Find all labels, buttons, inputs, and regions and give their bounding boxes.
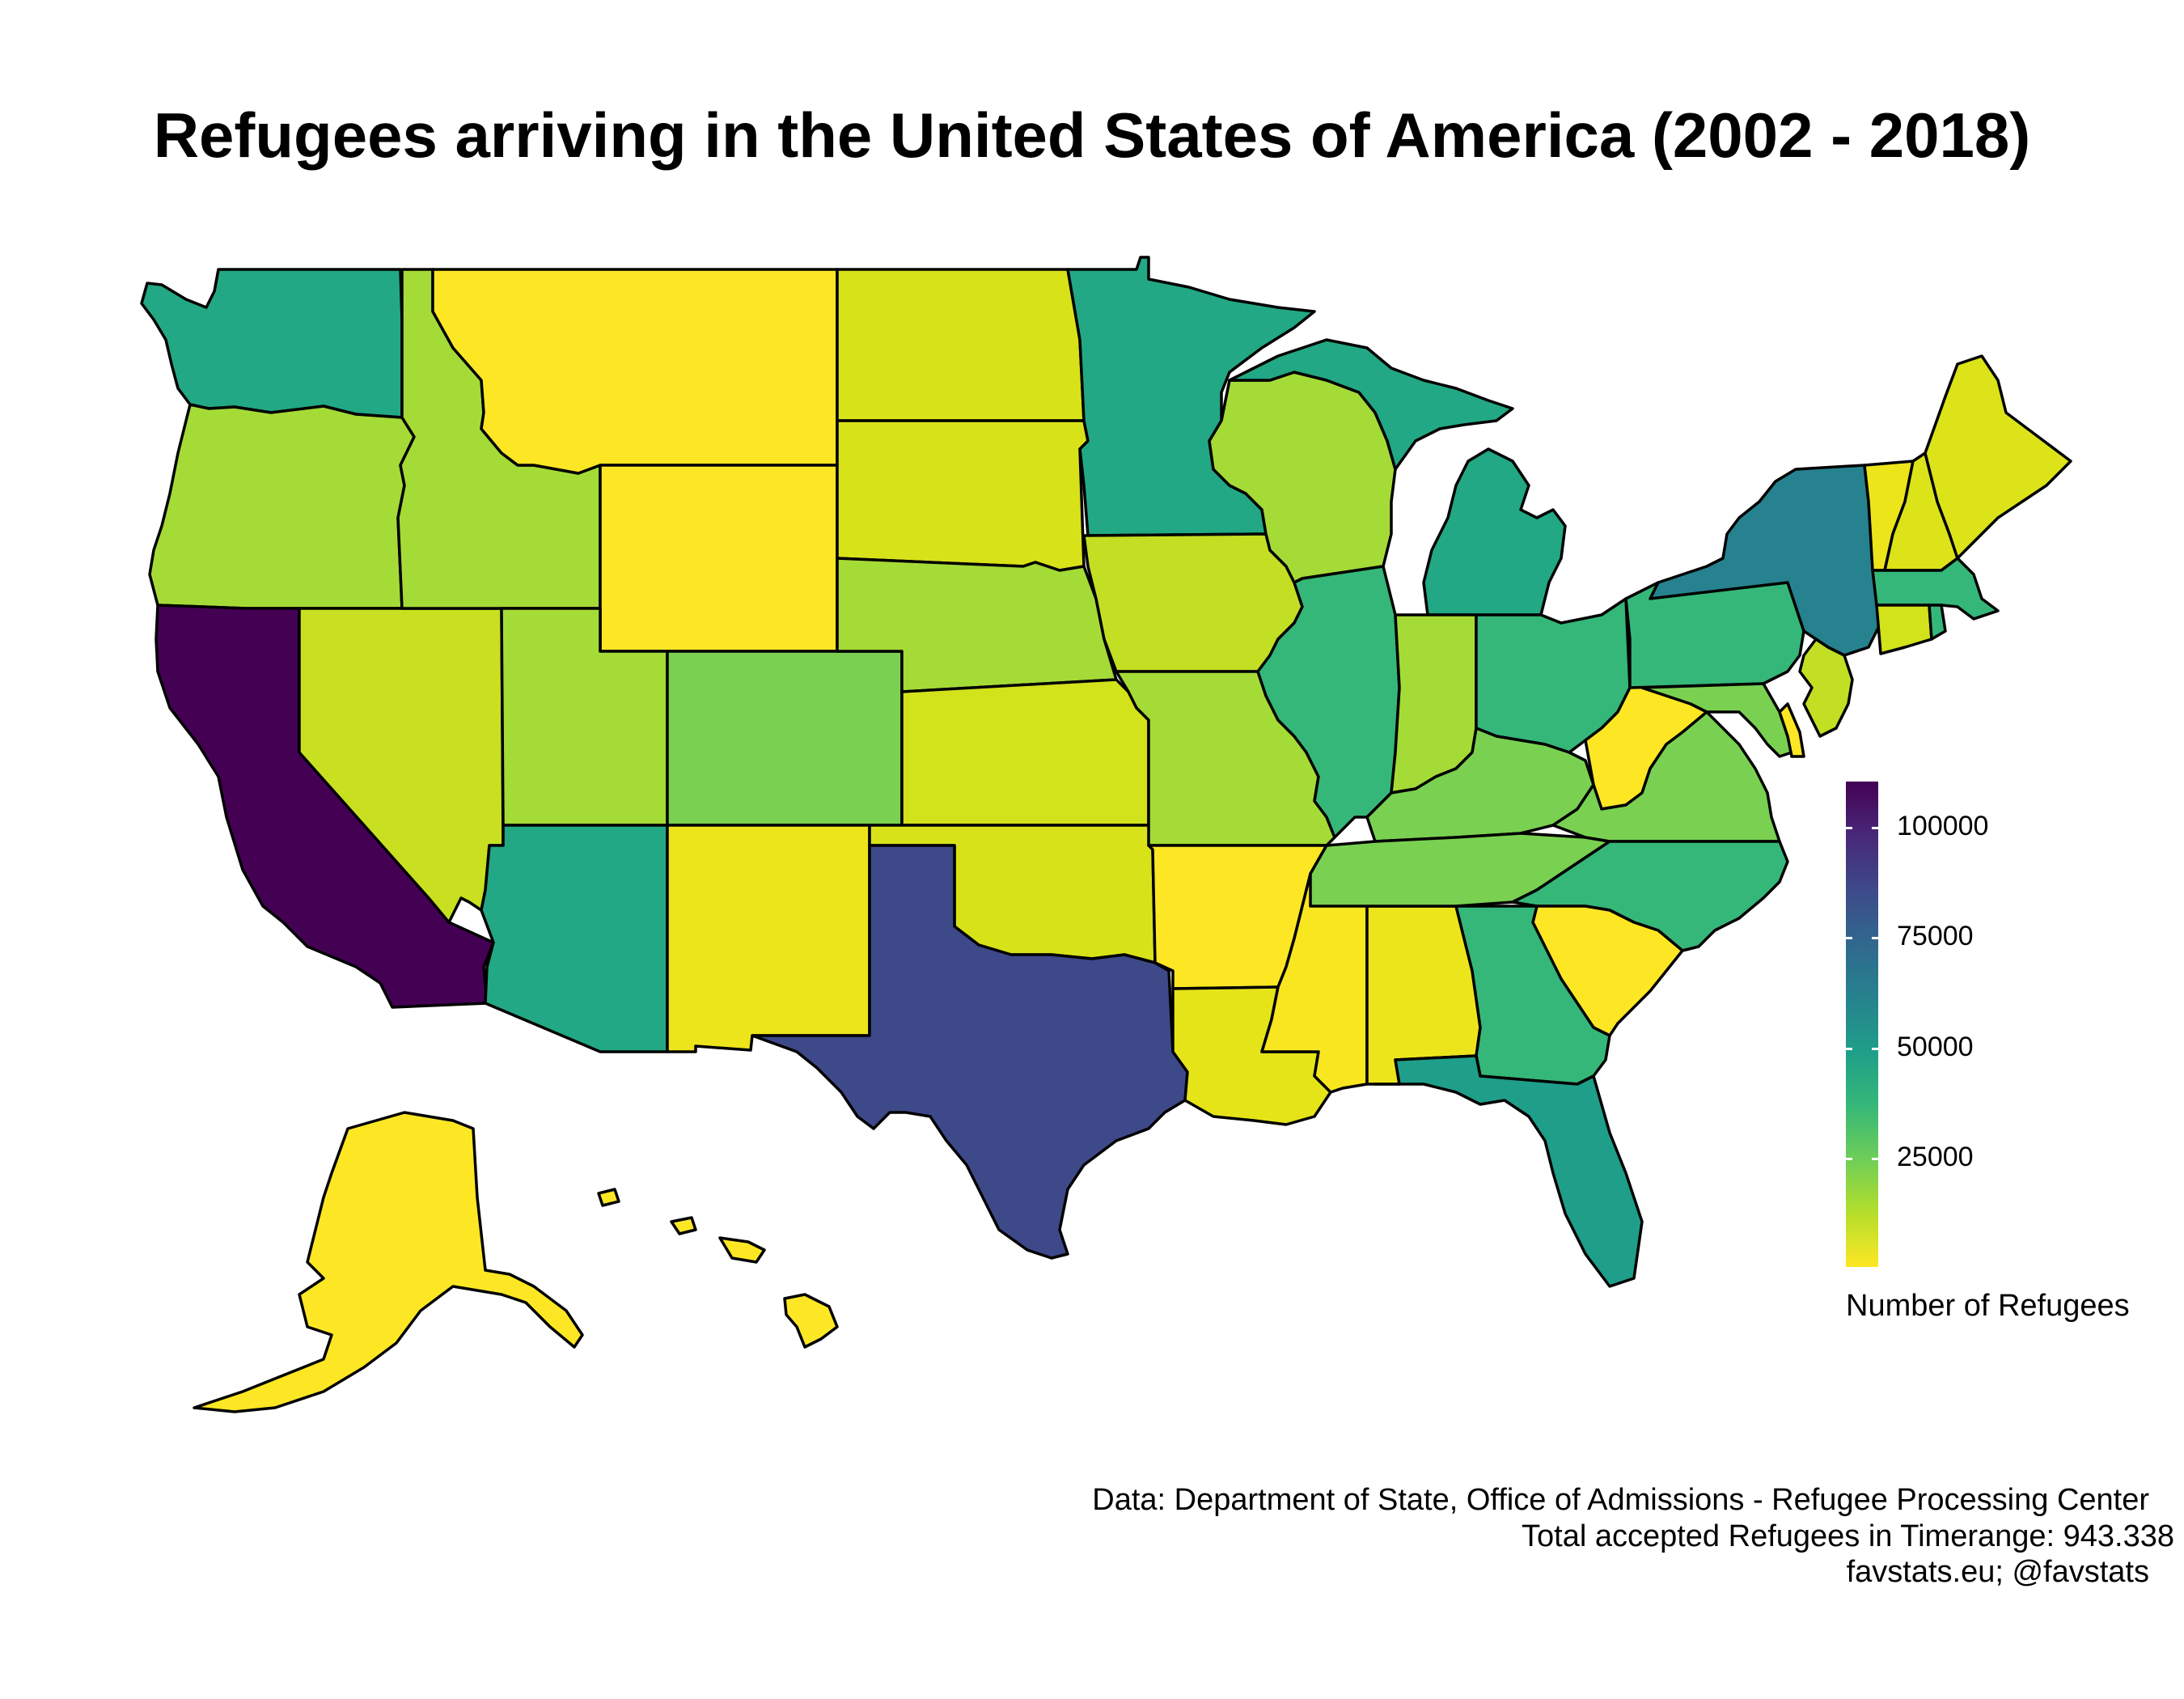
legend-color-bar (1846, 782, 1878, 1267)
state-rhode-island (1928, 604, 1947, 641)
state-montana (431, 268, 839, 475)
caption-source: Data: Department of State, Office of Adm… (1092, 1483, 2149, 1517)
legend-tick-mark (1872, 1158, 1878, 1160)
legend-tick-label: 100000 (1897, 811, 1989, 841)
state-new-mexico (666, 824, 871, 1053)
state-michigan (1422, 447, 1567, 616)
state-pennsylvania (1624, 581, 1805, 689)
state-north-dakota (836, 268, 1086, 422)
state-new-jersey (1798, 638, 1854, 738)
state-iowa (1082, 532, 1304, 673)
map-title: Refugees arriving in the United States o… (153, 100, 2031, 171)
legend-tick-mark (1846, 937, 1852, 939)
state-florida (1373, 1054, 1644, 1288)
state-arizona (480, 824, 669, 1053)
state-michigan-upper (1228, 338, 1514, 471)
state-colorado (666, 650, 904, 827)
state-maine (1924, 354, 2072, 560)
state-kentucky (1365, 727, 1595, 843)
state-south-dakota (836, 419, 1090, 572)
state-texas (751, 844, 1189, 1260)
legend-tick-mark (1846, 1048, 1852, 1050)
legend-tick-label: 25000 (1897, 1142, 1974, 1172)
state-connecticut (1875, 604, 1933, 655)
legend-tick-mark (1846, 1158, 1852, 1160)
state-hawaii (597, 1188, 839, 1349)
legend-tick-label: 50000 (1897, 1032, 1974, 1062)
legend-tick-mark (1846, 827, 1852, 829)
caption-credit: favstats.eu; @favstats (1846, 1555, 2149, 1589)
legend-tick-mark (1872, 937, 1878, 939)
state-oregon (148, 403, 416, 610)
state-georgia (1454, 905, 1611, 1086)
legend-title: Number of Refugees (1846, 1289, 2130, 1323)
state-wyoming (599, 464, 839, 653)
legend-tick-mark (1872, 1048, 1878, 1050)
state-alaska (193, 1111, 584, 1413)
state-washington (140, 268, 404, 419)
caption-total: Total accepted Refugees in Timerange: 94… (1522, 1519, 2174, 1553)
legend-tick-label: 75000 (1897, 921, 1974, 951)
state-kansas (900, 678, 1150, 827)
legend-tick-mark (1872, 827, 1878, 829)
state-delaware (1778, 702, 1805, 758)
